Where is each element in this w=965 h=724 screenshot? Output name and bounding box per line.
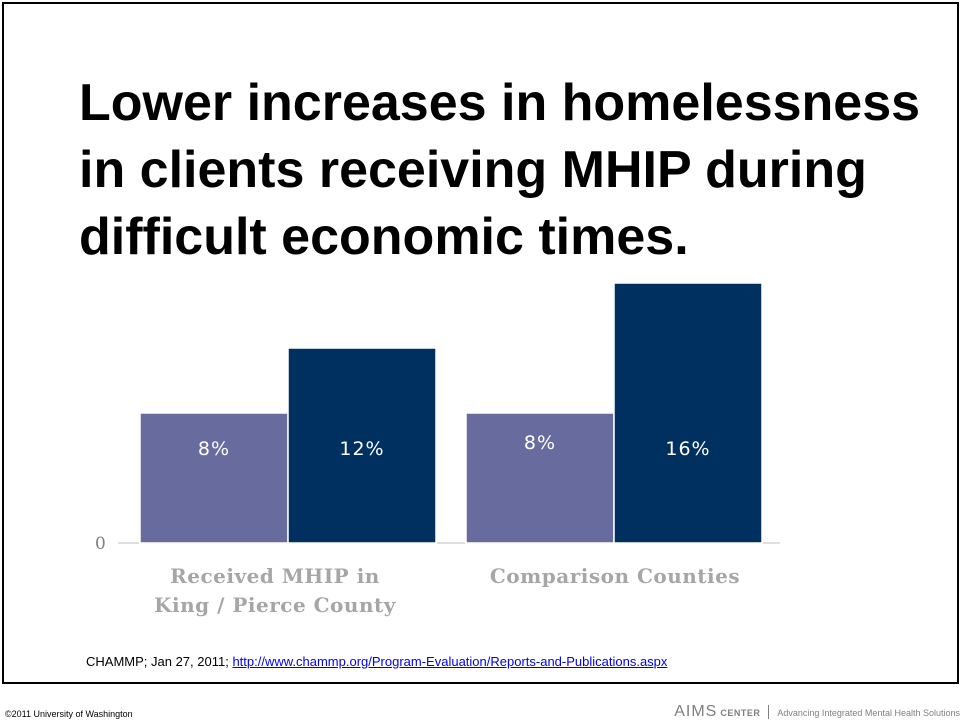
source-text: CHAMMP; Jan 27, 2011; [86,654,233,669]
category-label-line: Comparison Counties [489,564,741,588]
category-label-received-mhip: Received MHIP in King / Pierce County [115,562,435,620]
aims-center-logo: AIMS CENTER Advancing Integrated Mental … [674,703,960,721]
bar-1-series-1 [139,412,289,544]
source-citation: CHAMMP; Jan 27, 2011; http://www.chammp.… [86,654,667,669]
slide-title: Lower increases in homelessness in clien… [79,70,949,271]
bar-2-series-1 [465,412,615,544]
copyright-notice: ©2011 University of Washington [5,709,133,719]
slide-frame [2,2,959,684]
bar-2-series-2 [613,282,763,544]
category-label-comparison-counties: Comparison Counties [455,562,775,591]
data-label-2-series-2: 16% [665,438,710,460]
data-label-1-series-1: 8% [198,438,230,460]
category-label-line: King / Pierce County [154,593,396,617]
y-tick-label: 0 [95,534,106,554]
brand-name-suffix: CENTER [720,708,761,718]
brand-name: AIMS [674,703,718,720]
data-label-1-series-2: 12% [339,438,384,460]
category-label-line: Received MHIP in [170,564,380,588]
data-label-2-series-1: 8% [524,432,556,454]
source-link[interactable]: http://www.chammp.org/Program-Evaluation… [232,654,668,669]
title-line-2: in clients receiving MHIP during [79,141,867,199]
title-line-3: difficult economic times. [79,208,689,266]
brand-divider [768,705,770,719]
title-line-1: Lower increases in homelessness [79,74,921,132]
bar-1-series-2 [287,347,437,544]
brand-tagline: Advancing Integrated Mental Health Solut… [777,708,960,718]
